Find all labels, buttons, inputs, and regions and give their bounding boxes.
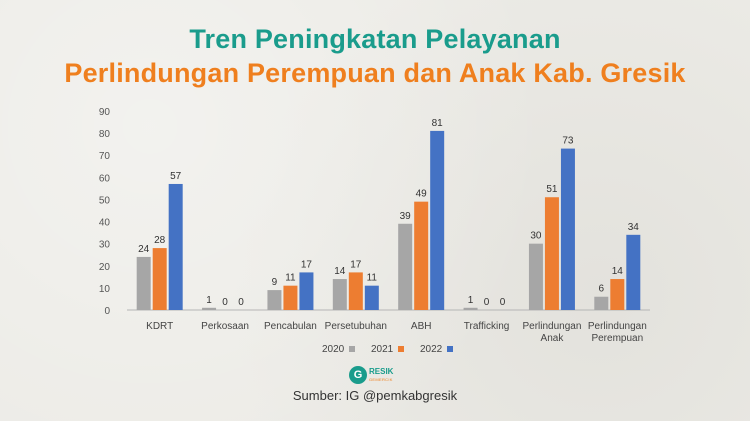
category-label: Anak [541, 333, 565, 344]
data-label: 0 [484, 297, 490, 308]
bar-2021 [348, 272, 363, 310]
data-label: 81 [432, 118, 444, 129]
data-label: 73 [562, 136, 574, 147]
data-label: 49 [416, 189, 428, 200]
category-label: Trafficking [464, 321, 510, 332]
bar-2020 [136, 256, 151, 310]
bar-2020 [463, 307, 478, 310]
data-label: 9 [272, 277, 278, 288]
bar-2020 [332, 279, 347, 310]
data-label: 24 [138, 244, 150, 255]
bar-2021 [610, 279, 625, 310]
category-label: Perempuan [591, 333, 643, 344]
y-tick-label: 30 [99, 240, 111, 251]
legend-swatch [447, 346, 453, 352]
legend-swatch [398, 346, 404, 352]
category-label: KDRT [146, 321, 173, 332]
data-label: 39 [400, 211, 412, 222]
source-caption: Sumber: IG @pemkabgresik [292, 388, 458, 403]
y-tick-label: 60 [99, 173, 111, 184]
data-label: 51 [546, 184, 558, 195]
bar-2022 [299, 272, 314, 310]
bar-2021 [283, 285, 298, 310]
category-label: Persetubuhan [325, 321, 387, 332]
data-label: 17 [301, 259, 313, 270]
data-label: 0 [238, 297, 244, 308]
data-label: 14 [334, 266, 346, 277]
bar-2020 [528, 243, 543, 310]
data-label: 1 [468, 295, 474, 306]
bar-2022 [364, 285, 379, 310]
legend-swatch [349, 346, 355, 352]
chart-title-line2: Perlindungan Perempuan dan Anak Kab. Gre… [64, 58, 686, 88]
logo-name: RESIK [369, 367, 394, 376]
data-label: 1 [206, 295, 212, 306]
bar-2022 [430, 130, 445, 310]
y-tick-label: 50 [99, 195, 111, 206]
category-label: ABH [411, 321, 432, 332]
bar-2021 [414, 201, 429, 310]
data-label: 11 [285, 273, 296, 284]
legend-label: 2022 [420, 344, 443, 355]
logo-sub: GEMERCIK [369, 377, 393, 382]
legend-label: 2020 [322, 344, 345, 355]
chart-title-line1: Tren Peningkatan Pelayanan [189, 24, 561, 54]
bar-2020 [202, 307, 217, 310]
y-tick-label: 0 [104, 306, 110, 317]
data-label: 0 [500, 297, 506, 308]
y-tick-label: 40 [99, 218, 111, 229]
bar-2021 [152, 248, 167, 310]
y-tick-label: 90 [99, 107, 111, 118]
data-label: 17 [350, 259, 362, 270]
bar-2020 [594, 296, 609, 310]
bar-2022 [560, 148, 575, 310]
data-label: 34 [628, 222, 640, 233]
data-label: 11 [367, 273, 378, 284]
bar-2020 [267, 290, 282, 310]
y-tick-label: 10 [99, 284, 111, 295]
y-tick-label: 20 [99, 262, 111, 273]
legend-label: 2021 [371, 344, 394, 355]
data-label: 30 [530, 231, 542, 242]
bar-2022 [168, 183, 183, 310]
category-label: Perlindungan [588, 321, 647, 332]
data-label: 6 [599, 284, 605, 295]
category-label: Perlindungan [522, 321, 581, 332]
data-label: 57 [170, 171, 182, 182]
y-tick-label: 80 [99, 129, 111, 140]
category-label: Perkosaan [201, 321, 249, 332]
data-label: 0 [222, 297, 228, 308]
data-label: 14 [612, 266, 624, 277]
data-label: 28 [154, 235, 166, 246]
category-label: Pencabulan [264, 321, 317, 332]
y-tick-label: 70 [99, 151, 111, 162]
logo-icon: G [349, 366, 367, 384]
bar-2020 [398, 223, 413, 310]
resik-logo: G RESIK GEMERCIK [349, 366, 401, 386]
bar-2022 [626, 234, 641, 310]
bar-2021 [544, 197, 559, 310]
